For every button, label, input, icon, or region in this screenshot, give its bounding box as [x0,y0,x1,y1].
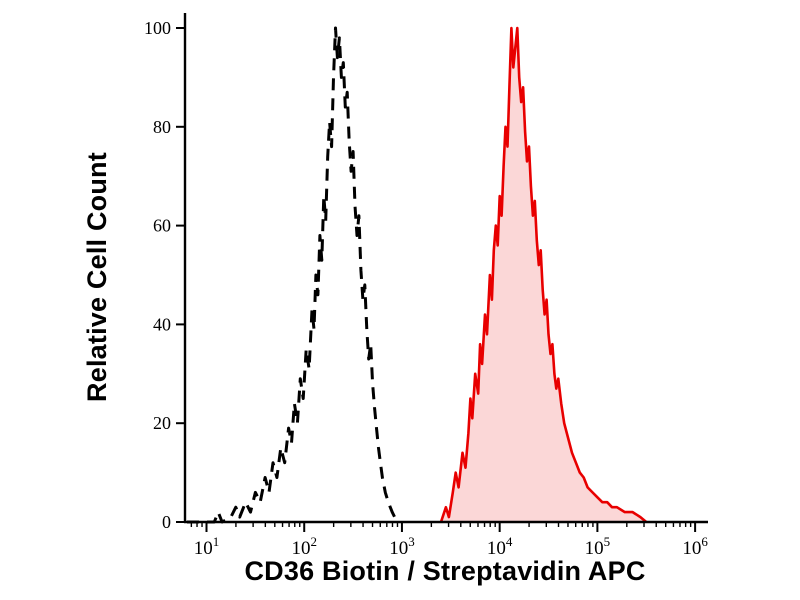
x-tick-label: 101 [194,534,220,559]
black-dashed-histogram-line [187,26,399,524]
red-filled-histogram-fill [441,28,647,522]
y-tick-label: 40 [153,314,171,334]
x-tick-label: 106 [682,534,708,559]
y-tick-label: 80 [153,117,171,137]
y-tick-label: 0 [162,512,171,532]
x-tick-label: 104 [487,534,513,559]
x-tick-label: 103 [389,534,415,559]
y-tick-label: 60 [153,216,171,236]
y-tick-label: 20 [153,413,171,433]
x-tick-label: 105 [585,534,611,559]
axes-group: 0 20 40 60 80 100 101 102 103 104 105 106 [144,13,708,559]
y-tick-label: 100 [144,18,171,38]
series-group [187,26,648,524]
y-axis-title: Relative Cell Count [82,152,112,402]
x-tick-label: 102 [291,534,317,559]
x-axis-title: CD36 Biotin / Streptavidin APC [244,556,646,586]
red-filled-histogram-line [439,26,648,524]
